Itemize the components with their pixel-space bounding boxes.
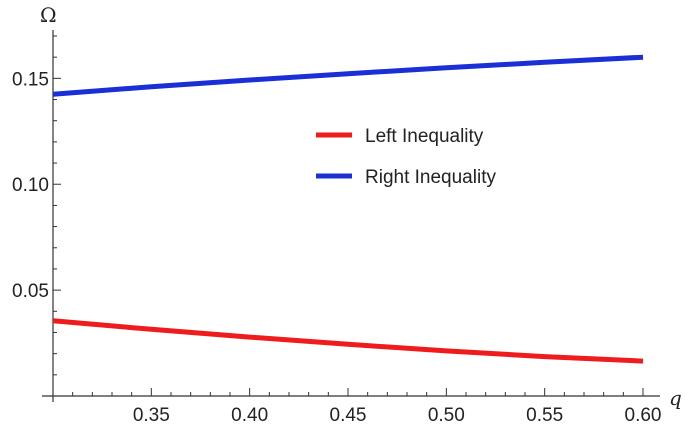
y-axis-label: Ω <box>40 3 57 27</box>
series-line-left-inequality <box>52 318 644 364</box>
legend-label: Left Inequality <box>365 126 484 147</box>
x-tick-label: 0.35 <box>133 405 170 426</box>
x-tick-label: 0.55 <box>526 405 563 426</box>
ticks: 0.35 0.40 0.45 0.50 0.55 0.60 0.05 0.10 0.15 <box>12 35 662 426</box>
x-tick-label: 0.40 <box>231 405 268 426</box>
series-lines <box>52 54 644 364</box>
y-tick-label: 0.15 <box>12 69 49 90</box>
x-axis-label: q <box>669 386 682 410</box>
y-tick-label: 0.05 <box>12 281 49 302</box>
legend-label: Right Inequality <box>365 167 496 188</box>
x-tick-label: 0.50 <box>428 405 465 426</box>
x-tick-label: 0.45 <box>330 405 367 426</box>
y-tick-label: 0.10 <box>12 175 49 196</box>
x-tick-label: 0.60 <box>625 405 662 426</box>
legend: Left Inequality Right Inequality <box>316 126 496 188</box>
series-line-right-inequality <box>52 54 644 97</box>
